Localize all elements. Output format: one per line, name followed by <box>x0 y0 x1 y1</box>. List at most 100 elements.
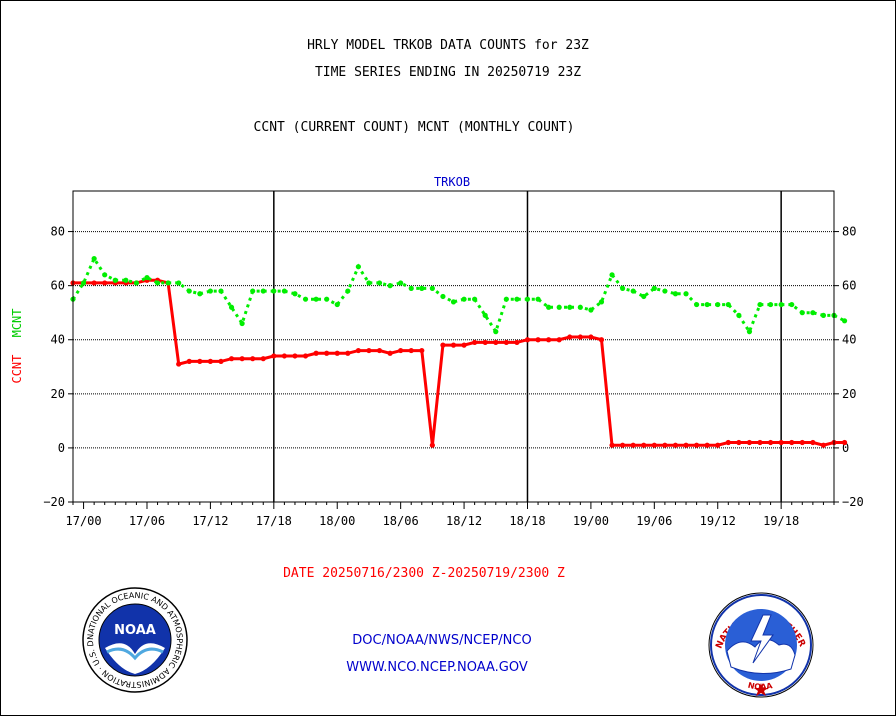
data-point-mcnt <box>366 280 372 286</box>
data-point-ccnt <box>313 350 319 356</box>
data-point-ccnt <box>704 442 710 448</box>
data-point-mcnt <box>620 285 626 291</box>
data-point-ccnt <box>556 337 562 343</box>
data-point-mcnt <box>767 301 774 308</box>
data-point-ccnt <box>239 356 245 362</box>
data-point-mcnt <box>197 291 203 297</box>
data-point-mcnt <box>165 280 171 286</box>
x-tick-label: 17/06 <box>129 514 165 528</box>
data-point-mcnt <box>641 293 647 300</box>
data-point-ccnt <box>641 442 647 448</box>
data-point-ccnt <box>567 334 573 340</box>
data-point-mcnt <box>630 288 636 294</box>
x-tick-label: 19/06 <box>636 514 672 528</box>
chart-title-line-2: TIME SERIES ENDING IN 20250719 23Z <box>314 65 582 80</box>
data-point-mcnt <box>683 291 689 297</box>
chart-subtitle: CCNT (CURRENT COUNT) MCNT (MONTHLY COUNT… <box>253 120 575 135</box>
data-point-mcnt <box>239 320 245 327</box>
data-point-ccnt <box>683 442 689 448</box>
series-layer <box>70 255 848 448</box>
data-point-ccnt <box>725 439 731 446</box>
data-point-mcnt <box>778 301 784 308</box>
data-point-ccnt <box>250 356 256 362</box>
data-point-mcnt <box>662 288 668 294</box>
credit-text: DOC/NOAA/NWS/NCEP/NCO <box>352 633 532 648</box>
data-point-ccnt <box>514 339 520 346</box>
data-point-ccnt <box>408 347 414 354</box>
data-point-ccnt <box>218 358 224 364</box>
x-tick-label: 17/00 <box>66 514 102 528</box>
x-tick-label: 19/00 <box>573 514 609 528</box>
data-point-mcnt <box>186 288 192 294</box>
data-point-ccnt <box>810 439 816 446</box>
data-point-mcnt <box>693 301 700 308</box>
data-point-mcnt <box>281 288 287 294</box>
data-point-mcnt <box>133 280 140 286</box>
data-point-ccnt <box>176 361 182 367</box>
data-point-mcnt <box>746 329 753 335</box>
y-tick-label-left: 40 <box>51 333 65 347</box>
y-tick-label-right: 0 <box>842 441 849 455</box>
data-point-mcnt <box>313 296 319 302</box>
data-point-mcnt <box>398 280 404 286</box>
data-point-ccnt <box>841 439 848 446</box>
plot-border <box>72 190 835 503</box>
y-label-ccnt: CCNT <box>10 355 24 384</box>
y-axis: −20 −20 0 0 20 20 40 40 60 60 80 80 <box>43 225 863 509</box>
data-point-mcnt <box>250 288 256 294</box>
data-point-ccnt <box>355 347 361 354</box>
y-tick-label-left: 60 <box>51 279 65 293</box>
data-point-mcnt <box>123 277 129 283</box>
data-point-mcnt <box>472 296 478 302</box>
data-point-ccnt <box>398 347 404 354</box>
x-axis: 17/00 17/06 17/12 17/18 18/00 18/06 18/12 18/18… <box>66 502 835 528</box>
data-point-mcnt <box>588 307 594 313</box>
data-point-ccnt <box>366 347 372 354</box>
y-tick-label-right: 80 <box>842 225 856 239</box>
data-point-mcnt <box>324 296 330 302</box>
y-label-mcnt: MCNT <box>10 308 24 337</box>
data-point-mcnt <box>757 301 763 308</box>
data-point-ccnt <box>197 358 203 364</box>
data-point-mcnt <box>429 285 435 291</box>
data-point-ccnt <box>715 442 721 448</box>
data-point-mcnt <box>450 299 457 305</box>
data-point-mcnt <box>345 288 351 294</box>
data-point-ccnt <box>767 439 774 446</box>
data-point-mcnt <box>144 274 150 281</box>
y-tick-label-right: 20 <box>842 387 856 401</box>
data-point-ccnt <box>102 280 108 286</box>
data-point-mcnt <box>651 285 657 291</box>
data-point-mcnt <box>376 280 383 286</box>
data-point-ccnt <box>450 342 457 348</box>
data-point-ccnt <box>620 442 626 448</box>
data-point-ccnt <box>746 439 753 446</box>
data-point-mcnt <box>292 291 298 297</box>
data-point-mcnt <box>725 301 731 308</box>
data-point-ccnt <box>672 442 679 448</box>
data-point-mcnt <box>355 264 361 270</box>
data-point-mcnt <box>820 312 827 318</box>
data-point-mcnt <box>482 312 488 318</box>
x-tick-label: 17/18 <box>256 514 292 528</box>
data-point-ccnt <box>260 356 266 362</box>
data-point-ccnt <box>609 442 615 448</box>
data-point-ccnt <box>493 339 499 346</box>
website-text: WWW.NCO.NCEP.NOAA.GOV <box>346 660 528 675</box>
data-point-ccnt <box>376 347 383 354</box>
data-point-mcnt <box>789 301 795 308</box>
y-tick-label-right: 40 <box>842 333 856 347</box>
data-point-mcnt <box>260 288 266 294</box>
data-point-ccnt <box>387 350 393 356</box>
grid <box>73 191 834 502</box>
y-tick-label-left: 80 <box>51 225 65 239</box>
y-tick-label-right: −20 <box>842 495 864 509</box>
plot-title: TRKOB <box>434 175 470 189</box>
x-tick-label: 18/00 <box>319 514 355 528</box>
data-point-mcnt <box>609 272 615 278</box>
x-tick-label: 19/18 <box>763 514 799 528</box>
date-range-label: DATE 20250716/2300 Z-20250719/2300 Z <box>283 566 565 581</box>
data-point-mcnt <box>546 304 552 310</box>
